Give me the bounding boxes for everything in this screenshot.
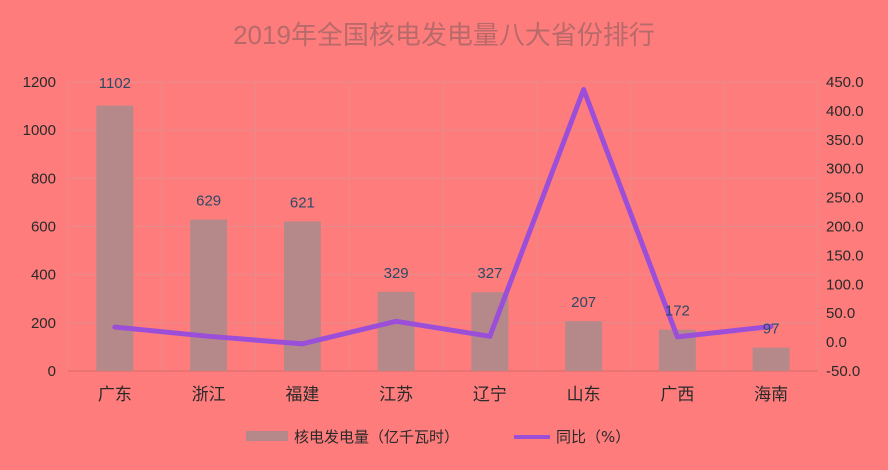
- bar-山东: [565, 321, 603, 371]
- left-tick-label: 1200: [23, 74, 56, 91]
- legend-swatch-bar: [246, 431, 288, 441]
- legend-label-bar: 核电发电量（亿千瓦时）: [294, 428, 459, 446]
- left-tick-label: 1000: [23, 122, 56, 139]
- yoy-line: [112, 87, 774, 347]
- data-label-浙江: 629: [196, 193, 221, 210]
- bar-江苏: [377, 291, 415, 371]
- data-label-山东: 207: [571, 294, 596, 311]
- data-labels: 1102 629 621 329 327 207 172 97: [99, 75, 780, 338]
- gridlines: [67, 81, 819, 372]
- category-label-福建: 福建: [285, 385, 319, 405]
- legend: 核电发电量（亿千瓦时） 同比（%）: [246, 428, 630, 446]
- right-tick-label: 200.0: [826, 219, 864, 236]
- data-label-广西: 172: [665, 303, 690, 320]
- data-label-福建: 621: [290, 194, 315, 211]
- data-label-海南: 97: [763, 321, 780, 338]
- bar-浙江: [190, 219, 228, 371]
- right-tick-label: 0.0: [826, 334, 847, 351]
- chart-title: 2019年全国核电发电量八大省份排行: [233, 20, 655, 50]
- right-tick-label: 250.0: [826, 190, 864, 207]
- data-label-江苏: 329: [384, 265, 409, 282]
- data-label-辽宁: 327: [477, 265, 502, 282]
- category-label-广东: 广东: [98, 385, 132, 405]
- right-tick-label: 100.0: [826, 276, 864, 293]
- bar-福建: [283, 221, 321, 371]
- category-label-江苏: 江苏: [379, 385, 413, 405]
- left-axis-ticks: 0 200 400 600 800 1000 1200: [23, 74, 56, 380]
- legend-label-line: 同比（%）: [556, 428, 630, 446]
- line-series: [112, 87, 774, 347]
- right-tick-label: 50.0: [826, 305, 855, 322]
- right-tick-label: 150.0: [826, 247, 864, 264]
- left-tick-label: 600: [31, 219, 56, 236]
- left-tick-label: 400: [31, 267, 56, 284]
- category-label-浙江: 浙江: [192, 385, 226, 405]
- category-label-辽宁: 辽宁: [473, 385, 507, 405]
- category-label-海南: 海南: [754, 385, 788, 405]
- bar-广东: [96, 105, 134, 371]
- category-label-山东: 山东: [567, 385, 601, 405]
- category-labels: 广东 浙江 福建 江苏 辽宁 山东 广西 海南: [98, 385, 788, 405]
- right-axis-ticks: -50.0 0.0 50.0 100.0 150.0 200.0 250.0 300.0 350…: [826, 74, 864, 380]
- left-tick-label: 200: [31, 315, 56, 332]
- right-tick-label: -50.0: [826, 363, 860, 380]
- left-tick-label: 0: [48, 363, 56, 380]
- left-tick-label: 800: [31, 170, 56, 187]
- bar-海南: [752, 347, 790, 371]
- data-label-广东: 1102: [99, 75, 131, 92]
- right-tick-label: 300.0: [826, 161, 864, 178]
- category-label-广西: 广西: [660, 385, 694, 405]
- right-tick-label: 350.0: [826, 132, 864, 149]
- right-tick-label: 450.0: [826, 74, 864, 91]
- right-tick-label: 400.0: [826, 103, 864, 120]
